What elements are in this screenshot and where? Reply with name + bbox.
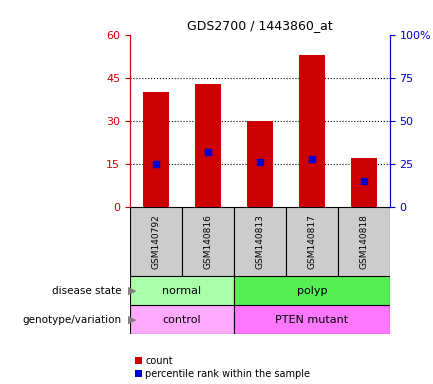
Bar xyxy=(338,207,390,276)
Text: control: control xyxy=(162,314,201,325)
Text: ▶: ▶ xyxy=(128,286,136,296)
Bar xyxy=(195,84,221,207)
Point xyxy=(256,159,263,166)
Text: disease state: disease state xyxy=(52,286,121,296)
Bar xyxy=(247,121,273,207)
Text: genotype/variation: genotype/variation xyxy=(22,314,121,325)
Text: polyp: polyp xyxy=(297,286,327,296)
Point xyxy=(152,161,159,167)
Text: PTEN mutant: PTEN mutant xyxy=(275,314,348,325)
Text: GSM140813: GSM140813 xyxy=(255,215,264,269)
Legend: count, percentile rank within the sample: count, percentile rank within the sample xyxy=(135,356,310,379)
Bar xyxy=(351,159,377,207)
Bar xyxy=(286,207,338,276)
Point xyxy=(204,149,211,155)
Text: GSM140818: GSM140818 xyxy=(359,215,368,269)
Bar xyxy=(130,276,234,305)
Bar xyxy=(130,305,234,334)
Point xyxy=(308,156,315,162)
Text: ▶: ▶ xyxy=(128,314,136,325)
Text: normal: normal xyxy=(162,286,201,296)
Bar xyxy=(234,276,390,305)
Text: GDS2700 / 1443860_at: GDS2700 / 1443860_at xyxy=(187,19,333,32)
Bar xyxy=(130,207,182,276)
Bar xyxy=(143,92,169,207)
Text: GSM140817: GSM140817 xyxy=(307,215,316,269)
Bar xyxy=(299,55,325,207)
Bar xyxy=(234,305,390,334)
Point xyxy=(360,178,367,185)
Text: GSM140792: GSM140792 xyxy=(152,215,160,269)
Bar xyxy=(182,207,234,276)
Text: GSM140816: GSM140816 xyxy=(204,215,212,269)
Bar xyxy=(234,207,286,276)
